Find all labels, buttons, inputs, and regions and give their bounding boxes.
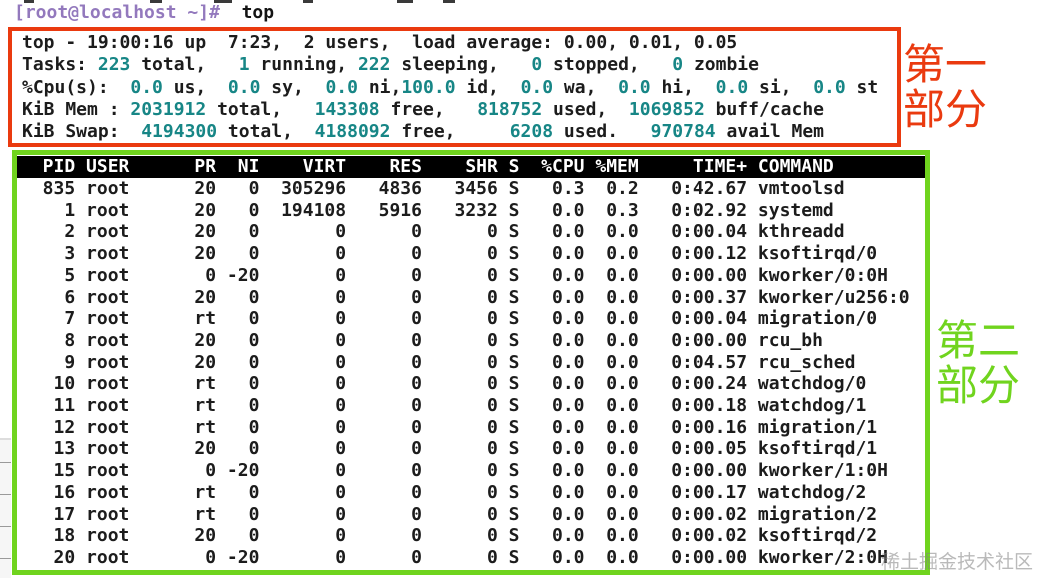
table-row: 8 root 20 0 0 0 0 S 0.0 0.0 0:00.00 rcu_…	[21, 329, 823, 351]
shell-prompt: [root@localhost ~]#	[14, 2, 231, 23]
annotation-part1: 第一部分	[903, 41, 988, 133]
summary-line: Tasks: 223 total, 1 running, 222 sleepin…	[22, 54, 759, 76]
table-row: 2 root 20 0 0 0 0 S 0.0 0.0 0:00.04 kthr…	[21, 221, 845, 243]
table-row: 13 root 20 0 0 0 0 S 0.0 0.0 0:00.05 kso…	[21, 438, 878, 460]
top-summary: top - 19:00:16 up 7:23, 2 users, load av…	[12, 31, 897, 143]
process-table: 835 root 20 0 305296 4836 3456 S 0.3 0.2…	[17, 178, 925, 569]
table-row: 16 root rt 0 0 0 0 S 0.0 0.0 0:00.17 wat…	[21, 481, 867, 503]
summary-line: KiB Swap: 4194300 total, 4188092 free, 6…	[22, 121, 825, 143]
table-row: 10 root rt 0 0 0 0 S 0.0 0.0 0:00.24 wat…	[21, 373, 867, 395]
process-highlight-box: PID USER PR NI VIRT RES SHR S %CPU %MEM …	[12, 150, 930, 575]
shell-prompt-line: [root@localhost ~]# top	[14, 1, 274, 25]
table-row: 15 root 0 -20 0 0 0 S 0.0 0.0 0:00.00 kw…	[21, 460, 888, 482]
table-row: 12 root rt 0 0 0 0 S 0.0 0.0 0:00.16 mig…	[21, 416, 878, 438]
table-row: 5 root 0 -20 0 0 0 S 0.0 0.0 0:00.00 kwo…	[21, 264, 888, 286]
summary-highlight-box: top - 19:00:16 up 7:23, 2 users, load av…	[8, 27, 901, 147]
table-row: 1 root 20 0 194108 5916 3232 S 0.0 0.3 0…	[21, 199, 834, 221]
shell-command: top	[230, 2, 275, 23]
table-row: 11 root rt 0 0 0 0 S 0.0 0.0 0:00.18 wat…	[21, 395, 867, 417]
summary-line: %Cpu(s): 0.0 us, 0.0 sy, 0.0 ni,100.0 id…	[22, 76, 879, 98]
table-row: 7 root rt 0 0 0 0 S 0.0 0.0 0:00.04 migr…	[21, 308, 878, 330]
process-table-header: PID USER PR NI VIRT RES SHR S %CPU %MEM …	[17, 156, 925, 178]
table-row: 17 root rt 0 0 0 0 S 0.0 0.0 0:00.02 mig…	[21, 503, 878, 525]
left-edge-artifact	[0, 438, 11, 578]
table-row: 6 root 20 0 0 0 0 S 0.0 0.0 0:00.37 kwor…	[21, 286, 910, 308]
summary-line: KiB Mem : 2031912 total, 143308 free, 81…	[22, 98, 824, 120]
table-row: 20 root 0 -20 0 0 0 S 0.0 0.0 0:00.00 kw…	[21, 546, 888, 568]
watermark: 稀土掘金技术社区	[881, 552, 1034, 573]
table-row: 835 root 20 0 305296 4836 3456 S 0.3 0.2…	[21, 178, 845, 199]
annotation-part2: 第二部分	[936, 317, 1021, 409]
table-row: 3 root 20 0 0 0 0 S 0.0 0.0 0:00.12 ksof…	[21, 243, 878, 265]
table-row: 18 root 20 0 0 0 0 S 0.0 0.0 0:00.02 kso…	[21, 525, 878, 547]
summary-line: top - 19:00:16 up 7:23, 2 users, load av…	[22, 32, 738, 53]
table-row: 9 root 20 0 0 0 0 S 0.0 0.0 0:04.57 rcu_…	[21, 351, 856, 373]
